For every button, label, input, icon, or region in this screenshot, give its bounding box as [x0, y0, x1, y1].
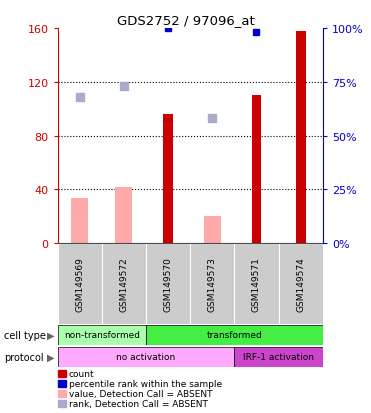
Text: GSM149573: GSM149573 — [208, 256, 217, 311]
Bar — [58, 244, 102, 324]
Text: protocol: protocol — [4, 352, 43, 362]
Text: transformed: transformed — [207, 330, 262, 339]
Text: percentile rank within the sample: percentile rank within the sample — [69, 379, 222, 388]
Text: count: count — [69, 369, 94, 378]
Bar — [279, 244, 323, 324]
Text: GSM149571: GSM149571 — [252, 256, 261, 311]
Bar — [146, 325, 323, 345]
Bar — [234, 347, 323, 367]
Bar — [146, 244, 190, 324]
Text: value, Detection Call = ABSENT: value, Detection Call = ABSENT — [69, 389, 212, 398]
Bar — [115, 188, 132, 244]
Text: non-transformed: non-transformed — [64, 330, 140, 339]
Text: GSM149574: GSM149574 — [296, 256, 305, 311]
Bar — [163, 115, 173, 244]
Bar — [58, 325, 146, 345]
Text: IRF-1 activation: IRF-1 activation — [243, 352, 314, 361]
Bar — [58, 347, 234, 367]
Text: GSM149572: GSM149572 — [119, 256, 128, 311]
Bar — [252, 96, 261, 244]
Bar — [190, 244, 234, 324]
Text: GSM149570: GSM149570 — [164, 256, 173, 311]
Text: ▶: ▶ — [47, 352, 55, 362]
Bar — [296, 32, 306, 244]
Bar — [234, 244, 279, 324]
Text: cell type: cell type — [4, 330, 46, 340]
Text: ▶: ▶ — [47, 330, 55, 340]
Bar — [204, 217, 221, 244]
Text: no activation: no activation — [116, 352, 175, 361]
Text: GDS2752 / 97096_at: GDS2752 / 97096_at — [116, 14, 255, 27]
Text: rank, Detection Call = ABSENT: rank, Detection Call = ABSENT — [69, 399, 207, 408]
Bar — [71, 198, 88, 244]
Bar — [102, 244, 146, 324]
Text: GSM149569: GSM149569 — [75, 256, 84, 311]
